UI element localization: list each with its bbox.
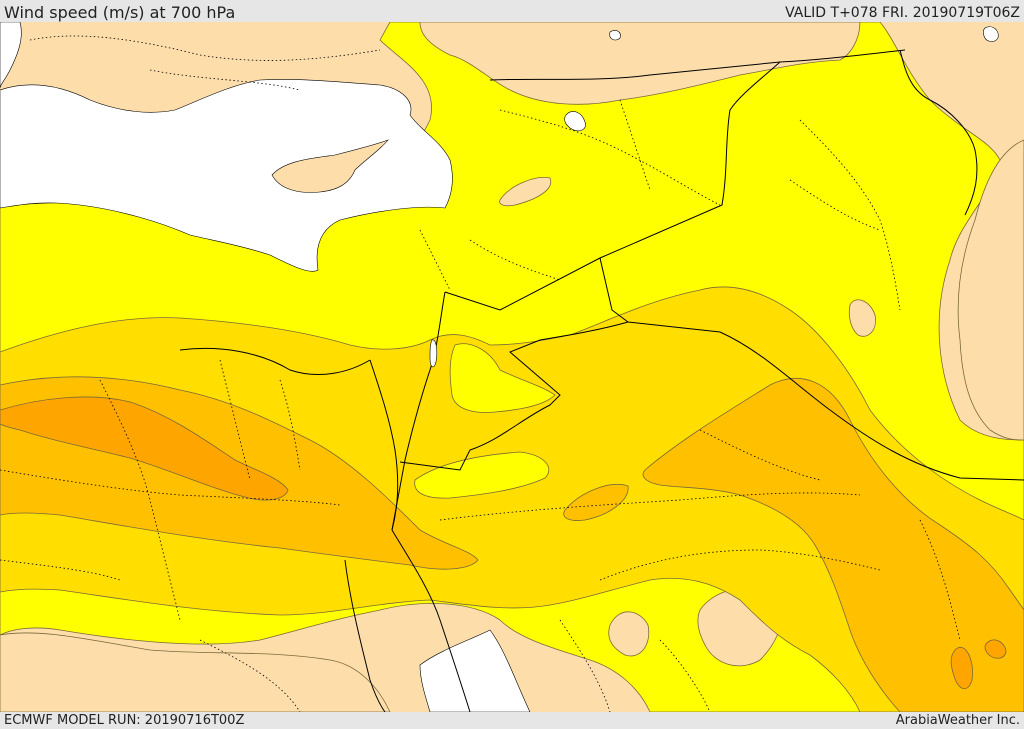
province-boundaries [0,35,961,712]
lake-1 [564,111,586,132]
band-light-south-left [0,632,391,712]
valid-time-label: VALID T+078 FRI. 20190719T06Z [785,5,1020,21]
band-light-patch-1 [499,177,552,207]
lake-3 [983,26,999,42]
band-light-north [419,22,861,105]
band-yellow-pocket-1 [449,343,556,413]
band-deep-orange [0,396,289,501]
lake-2 [609,30,621,41]
footer-bar: ECMWF MODEL RUN: 20190716T00Z ArabiaWeat… [0,712,1024,729]
credit-label: ArabiaWeather Inc. [895,713,1020,728]
model-run-label: ECMWF MODEL RUN: 20190716T00Z [4,713,245,728]
band-deep-orange-spot-1 [950,647,973,689]
cyprus-island [271,139,389,193]
band-light-patch-2 [848,299,876,337]
country-borders [179,49,1024,712]
band-orange-east [642,378,1024,712]
band-light-east [957,139,1024,441]
map-title: Wind speed (m/s) at 700 hPa [4,3,236,22]
mediterranean-sea [0,79,453,272]
band-yellow-pocket-2 [414,451,550,499]
red-sea [419,629,531,712]
header-bar: Wind speed (m/s) at 700 hPa VALID T+078 … [0,0,1024,22]
map-panel [0,22,1024,712]
wind-speed-map [0,22,1024,712]
band-deep-orange-spot-2 [984,639,1007,659]
band-orange-small [563,484,629,521]
band-light-south-small [608,611,650,657]
aegean-sea [0,22,22,89]
dead-sea [429,339,438,368]
